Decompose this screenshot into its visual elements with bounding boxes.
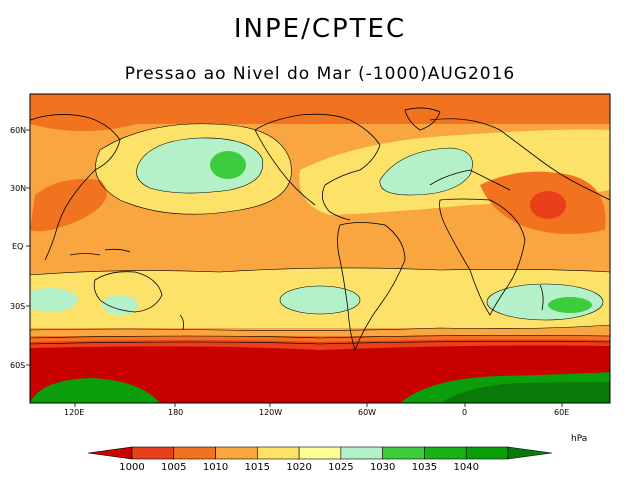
page-title: INPE/CPTEC [233, 14, 407, 44]
colorbar-tick-label: 1005 [161, 462, 186, 473]
colorbar-tick-label: 1015 [245, 462, 270, 473]
lon-label: 60W [358, 408, 376, 417]
colorbar-segment [424, 446, 467, 460]
lon-label: 60E [554, 408, 569, 417]
colorbar-segment [173, 446, 216, 460]
lon-label: 120E [64, 408, 84, 417]
latitude-labels: 60N 30N EQ 30S 60S [10, 126, 26, 370]
lon-label: 120W [259, 408, 282, 417]
colorbar-tick-label: 1000 [119, 462, 144, 473]
colorbar-unit: hPa [571, 434, 588, 444]
colorbar-arrow-low [87, 446, 133, 460]
colorbar-segment [465, 446, 509, 460]
lon-label: 180 [168, 408, 183, 417]
pressure-field [30, 94, 610, 403]
colorbar-tick-label: 1025 [328, 462, 353, 473]
colorbar-segment [340, 446, 383, 460]
colorbar-tick-label: 1040 [453, 462, 478, 473]
colorbar-arrow-high [507, 446, 553, 460]
lat-label: 30S [10, 302, 25, 311]
lat-label: 60N [10, 126, 26, 135]
colorbar-segment [257, 446, 300, 460]
colorbar-segment [382, 446, 425, 460]
coastlines [30, 107, 610, 352]
colorbar-tick-label: 1035 [412, 462, 437, 473]
colorbar-tick-label: 1010 [203, 462, 228, 473]
colorbar-segment [298, 446, 342, 460]
colorbar-labels: 1000 1005 1010 1015 1020 1025 1030 1035 1040 [119, 462, 479, 473]
colorbar-segments [87, 446, 553, 460]
colorbar-segment [215, 446, 258, 460]
map-subtitle: Pressao ao Nivel do Mar (-1000)AUG2016 [124, 64, 516, 84]
colorbar-segment [131, 446, 175, 460]
colorbar-tick-label: 1020 [286, 462, 311, 473]
lat-label: EQ [12, 242, 23, 251]
lat-label: 60S [10, 361, 25, 370]
colorbar-tick-label: 1030 [370, 462, 395, 473]
lon-label: 0 [462, 408, 467, 417]
longitude-labels: 120E 180 120W 60W 0 60E [64, 408, 569, 417]
lat-label: 30N [10, 184, 26, 193]
